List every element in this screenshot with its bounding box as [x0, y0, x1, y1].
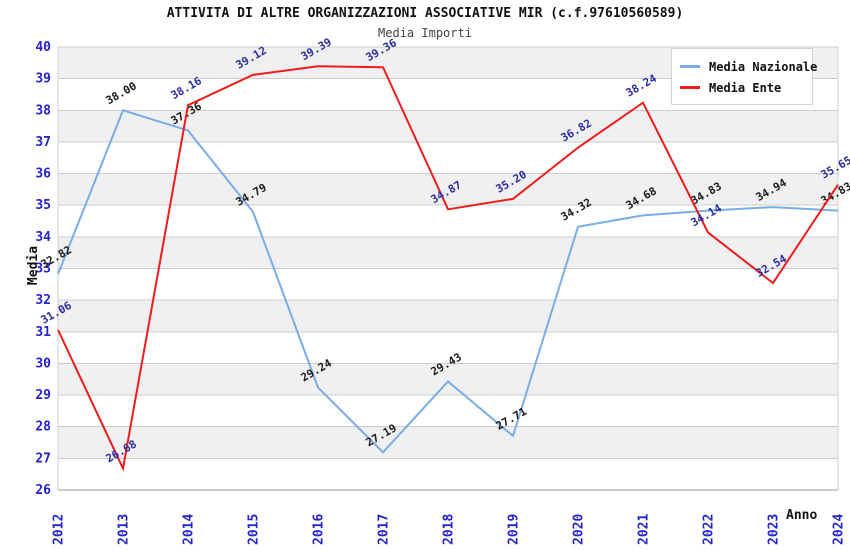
y-tick-label: 28: [35, 420, 51, 435]
y-tick-label: 27: [35, 451, 51, 466]
grid-band: [58, 110, 838, 142]
x-tick-label: 2013: [117, 514, 132, 545]
y-tick-label: 32: [35, 293, 51, 308]
legend-label: Media Nazionale: [709, 59, 818, 74]
y-tick-label: 31: [35, 325, 51, 340]
grid-band: [58, 236, 838, 269]
y-tick-label: 34: [35, 230, 51, 245]
x-tick-label: 2018: [442, 514, 457, 545]
series-line-media-nazionale: [57, 109, 839, 454]
y-tick-label: 30: [35, 356, 51, 371]
legend-item-media-nazionale: Media Nazionale: [680, 56, 817, 77]
y-axis-title: Media: [26, 245, 42, 286]
legend-swatch: [680, 86, 700, 89]
data-label-media-nazionale: 38.00: [104, 79, 139, 107]
legend: Media Nazionale Media Ente: [671, 48, 817, 105]
grid-band: [58, 363, 838, 396]
y-tick-label: 26: [35, 483, 51, 498]
x-tick-label: 2023: [767, 514, 782, 545]
y-tick-label: 33: [35, 262, 51, 277]
x-tick-label: 2014: [182, 514, 197, 545]
x-tick-label: 2017: [377, 514, 392, 545]
x-axis-title: Anno: [786, 508, 818, 523]
legend-swatch: [680, 65, 700, 68]
y-tick-label: 39: [35, 72, 51, 87]
chart-subtitle: Media Importi: [378, 26, 472, 40]
x-tick-label: 2019: [507, 514, 522, 545]
chart-title: ATTIVITA DI ALTRE ORGANIZZAZIONI ASSOCIA…: [166, 6, 684, 21]
y-tick-label: 35: [35, 198, 51, 213]
x-tick-label: 2022: [702, 514, 717, 545]
y-tick-label: 38: [35, 103, 51, 118]
grid-band: [58, 300, 838, 332]
x-tick-label: 2021: [637, 514, 652, 545]
y-tick-label: 37: [35, 135, 51, 150]
x-tick-label: 2016: [312, 514, 327, 545]
x-tick-label: 2020: [572, 514, 587, 545]
legend-item-media-ente: Media Ente: [680, 77, 804, 98]
grid-band: [58, 426, 838, 459]
x-tick-label: 2015: [247, 514, 262, 545]
x-tick-label: 2024: [832, 514, 847, 545]
y-tick-label: 40: [35, 40, 51, 55]
grid-band: [58, 173, 838, 206]
x-tick-label: 2012: [52, 514, 67, 545]
legend-label: Media Ente: [709, 80, 782, 95]
y-tick-label: 29: [35, 388, 51, 403]
series-line-media-ente: [57, 65, 839, 472]
y-tick-label: 36: [35, 167, 51, 182]
